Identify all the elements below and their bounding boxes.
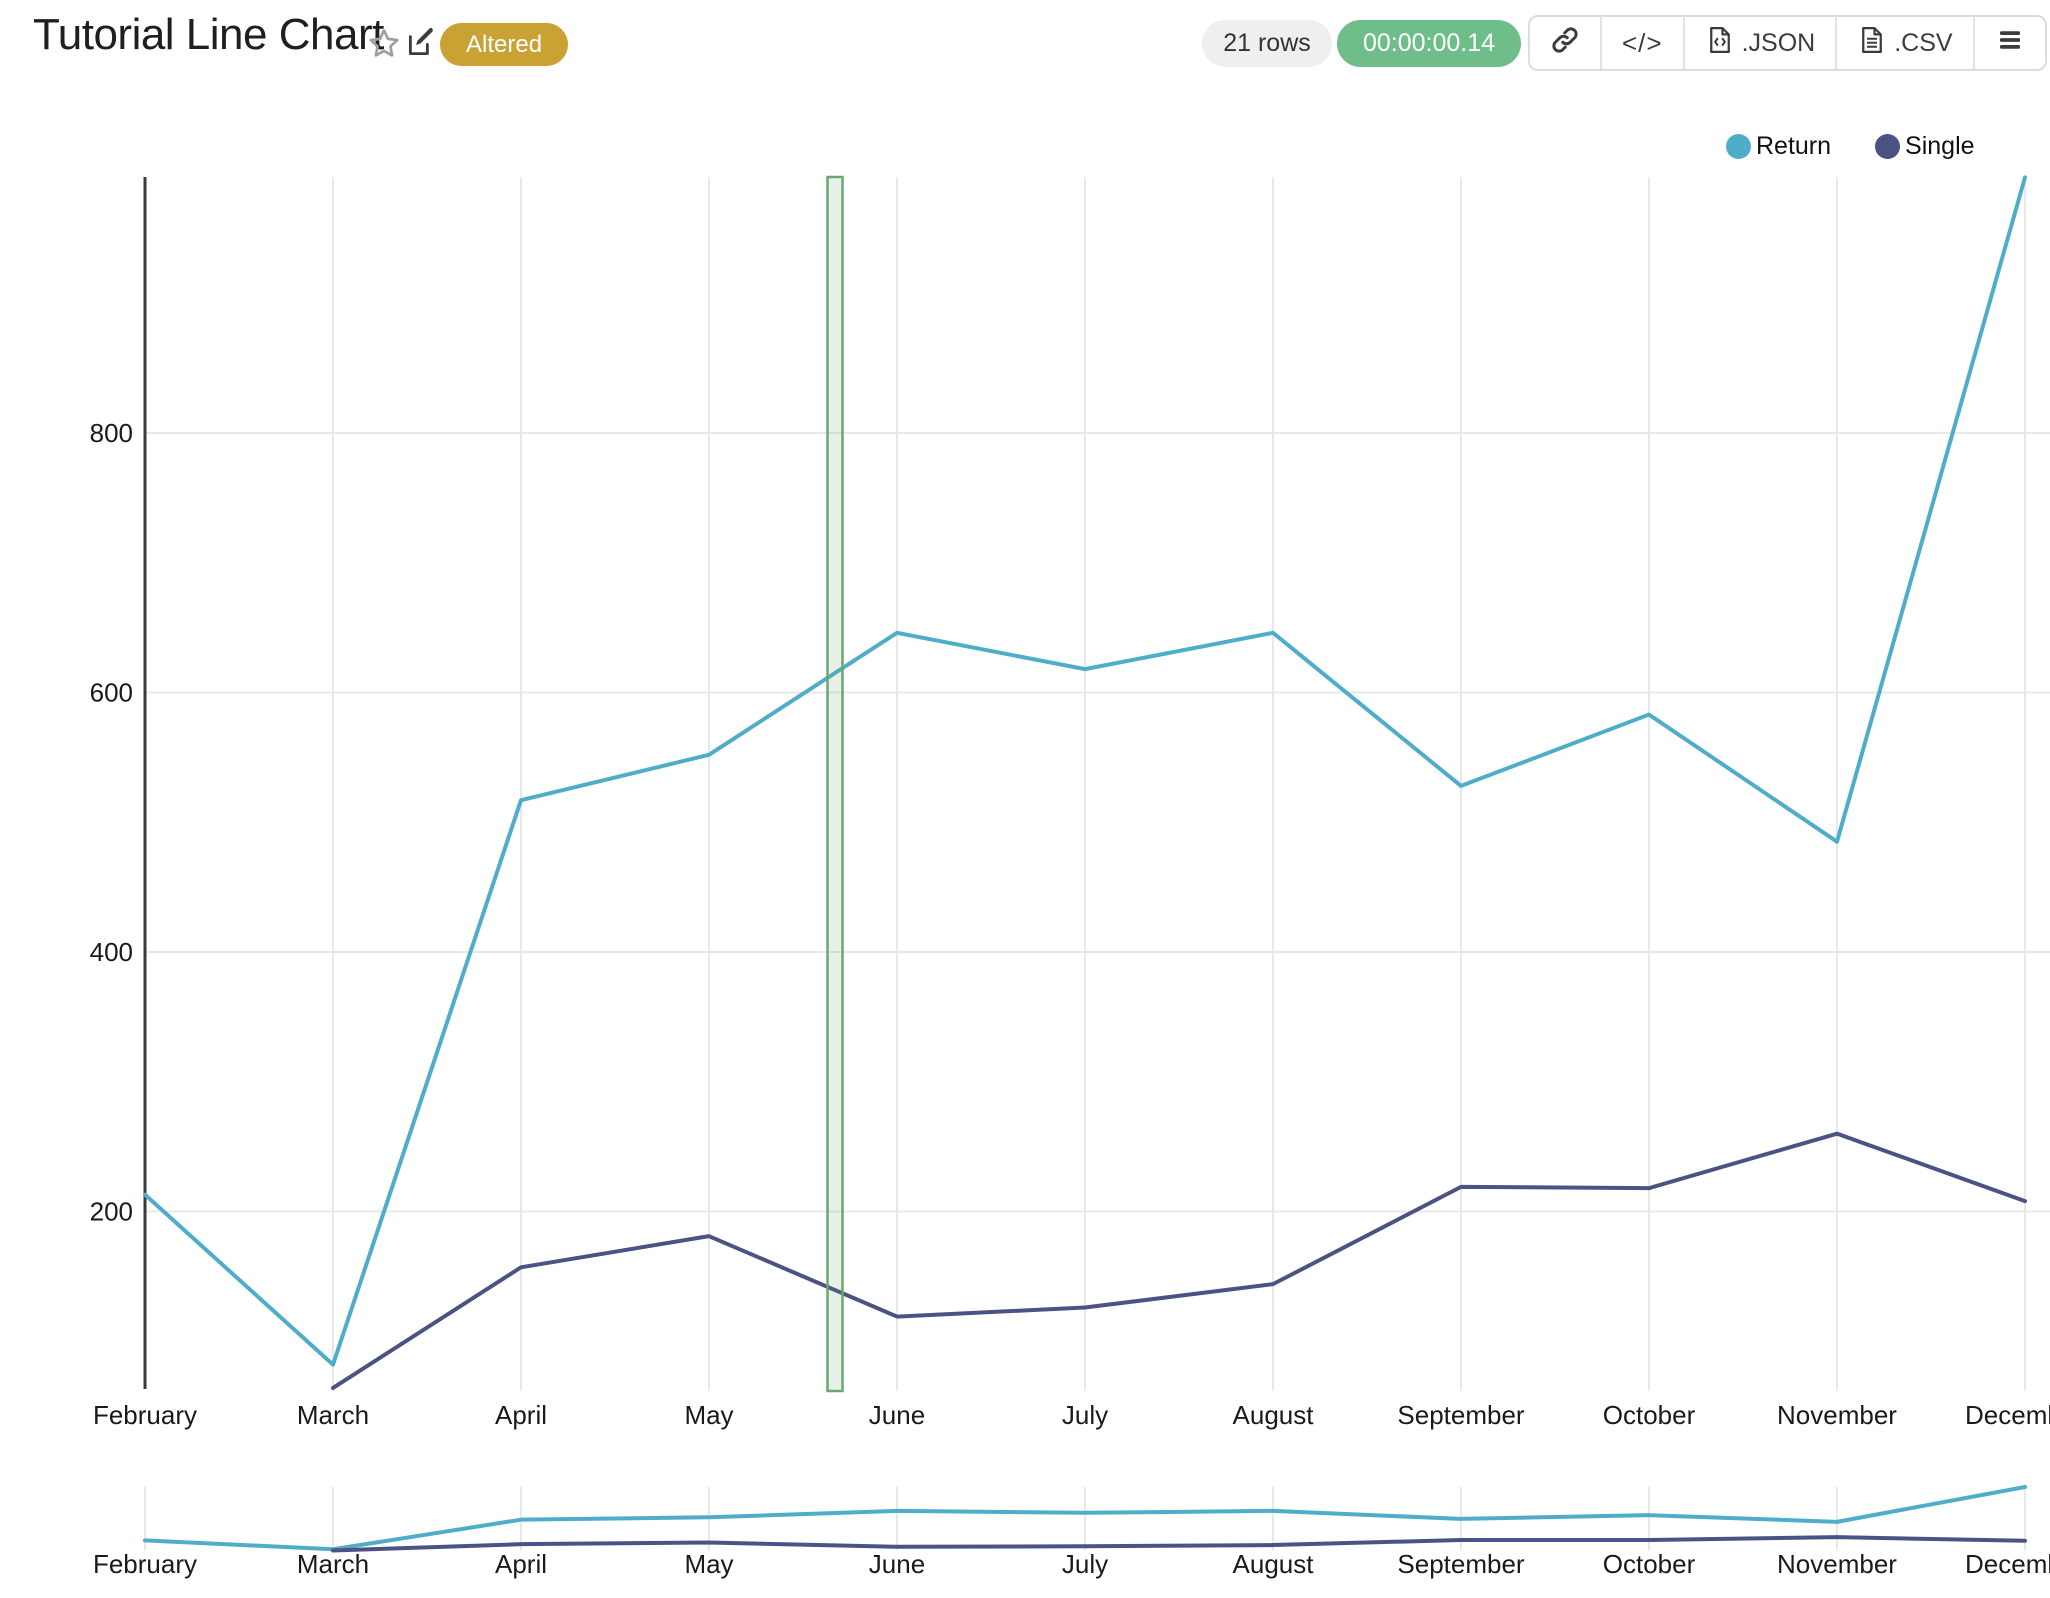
status-badge: Altered (440, 23, 569, 66)
return-series-line (143, 175, 2027, 1367)
single-series-dot (1875, 134, 1901, 159)
favorite-star-button[interactable] (366, 26, 402, 62)
x-axis-month-label: August (1233, 1400, 1315, 1430)
x-axis-month-label: March (297, 1400, 369, 1430)
y-axis-tick-label: 200 (90, 1197, 133, 1227)
download-json-button[interactable]: .JSON (1684, 17, 1838, 69)
minimap-return-line (143, 1485, 2027, 1552)
link-icon (1550, 25, 1580, 62)
code-view-button[interactable]: </> (1602, 17, 1685, 69)
csv-label: .CSV (1894, 28, 1953, 57)
copy-link-button[interactable] (1530, 17, 1602, 69)
edit-button[interactable] (404, 26, 438, 60)
minimap-single-line (331, 1535, 2027, 1553)
x-axis-month-label: November (1777, 1400, 1897, 1430)
x-axis-month-label: October (1603, 1400, 1696, 1430)
minimap-month-label: October (1603, 1549, 1696, 1579)
menu-button[interactable] (1974, 17, 2045, 69)
json-label: .JSON (1741, 28, 1816, 57)
x-axis-month-label: May (684, 1400, 733, 1430)
minimap-month-label: November (1777, 1549, 1897, 1579)
minimap-month-label: August (1233, 1549, 1315, 1579)
minimap-month-label: September (1397, 1549, 1525, 1579)
minimap-month-label: May (684, 1549, 733, 1579)
row-count-badge: 21 rows (1202, 20, 1332, 67)
code-icon: </> (1622, 27, 1663, 58)
minimap-month-label: March (297, 1549, 369, 1579)
x-axis-month-label: September (1397, 1400, 1525, 1430)
chart-legend: Return Single (1726, 132, 1975, 161)
single-series-line (331, 1131, 2027, 1390)
legend-label-return: Return (1756, 132, 1832, 160)
minimap-month-label: July (1062, 1549, 1108, 1579)
download-csv-button[interactable]: .CSV (1837, 17, 1975, 69)
x-axis-month-label: June (869, 1400, 925, 1430)
result-toolbar: </> .JSON .CSV (1528, 15, 2047, 71)
legend-item-return[interactable]: Return (1726, 132, 1831, 161)
y-axis-tick-label: 400 (90, 937, 133, 967)
minimap-month-label: February (93, 1549, 197, 1579)
legend-label-single: Single (1905, 132, 1975, 160)
elapsed-time-badge: 00:00:00.14 (1337, 20, 1521, 67)
y-axis-tick-label: 600 (90, 678, 133, 708)
minimap-month-label: April (495, 1549, 547, 1579)
page-title: Tutorial Line Chart (33, 10, 384, 59)
x-axis-month-label: December (1965, 1400, 2050, 1430)
json-file-icon (1705, 25, 1735, 62)
selection-band[interactable] (826, 175, 844, 1393)
hamburger-menu-icon (1995, 25, 2025, 62)
legend-item-single[interactable]: Single (1875, 132, 1975, 161)
minimap-month-label: June (869, 1549, 925, 1579)
return-series-dot (1726, 134, 1751, 159)
x-axis-month-label: February (93, 1400, 197, 1430)
csv-file-icon (1857, 25, 1887, 62)
x-axis-month-label: April (495, 1400, 547, 1430)
star-icon (366, 29, 402, 65)
minimap-month-label: December (1965, 1549, 2050, 1579)
x-axis-month-label: July (1062, 1400, 1108, 1430)
edit-pencil-icon (404, 27, 438, 63)
y-axis-tick-label: 800 (90, 418, 133, 448)
